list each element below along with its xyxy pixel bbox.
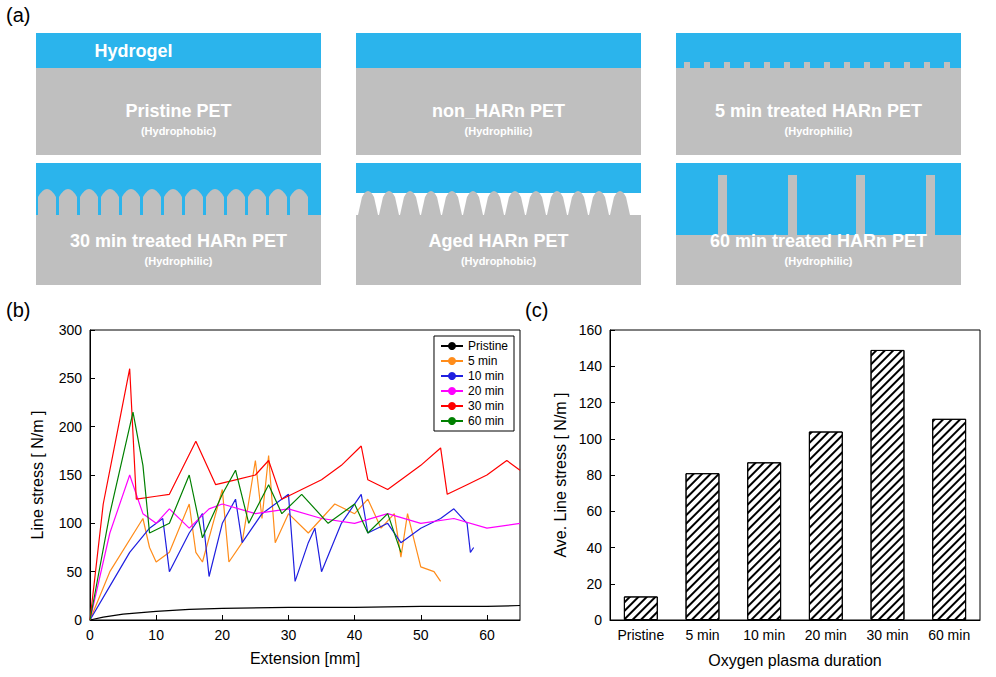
svg-text:50: 50 — [66, 564, 82, 580]
svg-text:20: 20 — [215, 627, 231, 643]
svg-text:60 min treated HARn PET: 60 min treated HARn PET — [710, 231, 927, 251]
svg-text:(Hydrophobic): (Hydrophobic) — [461, 255, 536, 267]
svg-text:(a): (a) — [6, 4, 30, 26]
svg-text:30 min: 30 min — [866, 627, 908, 643]
svg-text:30 min treated HARn PET: 30 min treated HARn PET — [70, 231, 287, 251]
svg-text:60 min: 60 min — [468, 414, 504, 428]
svg-text:0: 0 — [86, 627, 94, 643]
svg-text:10 min: 10 min — [743, 627, 785, 643]
svg-text:200: 200 — [59, 419, 83, 435]
svg-text:80: 80 — [586, 467, 602, 483]
svg-text:(Hydrophilic): (Hydrophilic) — [785, 255, 853, 267]
svg-text:10: 10 — [148, 627, 164, 643]
svg-text:60: 60 — [479, 627, 495, 643]
svg-text:(b): (b) — [6, 299, 30, 321]
svg-text:120: 120 — [579, 395, 603, 411]
svg-text:60 min: 60 min — [928, 627, 970, 643]
svg-text:Ave. Line stress [ N/m ]: Ave. Line stress [ N/m ] — [552, 392, 569, 557]
svg-text:Pristine: Pristine — [468, 339, 508, 353]
svg-text:Extension [mm]: Extension [mm] — [250, 650, 360, 667]
svg-text:non_HARn PET: non_HARn PET — [432, 101, 565, 121]
svg-text:10 min: 10 min — [468, 369, 504, 383]
svg-text:(Hydrophobic): (Hydrophobic) — [141, 125, 216, 137]
svg-text:5 min: 5 min — [685, 627, 719, 643]
svg-text:Hydrogel: Hydrogel — [94, 41, 172, 61]
svg-text:30 min: 30 min — [468, 399, 504, 413]
svg-text:Pristine: Pristine — [617, 627, 664, 643]
svg-text:250: 250 — [59, 370, 83, 386]
svg-text:20: 20 — [586, 576, 602, 592]
svg-text:0: 0 — [74, 612, 82, 628]
svg-text:(Hydrophilic): (Hydrophilic) — [145, 255, 213, 267]
svg-text:100: 100 — [579, 431, 603, 447]
svg-text:(c): (c) — [525, 299, 548, 321]
svg-text:Oxygen plasma duration: Oxygen plasma duration — [708, 652, 881, 669]
svg-text:20 min: 20 min — [805, 627, 847, 643]
svg-text:Pristine PET: Pristine PET — [125, 101, 231, 121]
svg-text:300: 300 — [59, 322, 83, 338]
svg-text:100: 100 — [59, 515, 83, 531]
svg-text:20 min: 20 min — [468, 384, 504, 398]
svg-text:50: 50 — [413, 627, 429, 643]
svg-text:30: 30 — [281, 627, 297, 643]
svg-text:(Hydrophilic): (Hydrophilic) — [465, 125, 533, 137]
svg-text:(Hydrophilic): (Hydrophilic) — [785, 125, 853, 137]
svg-text:160: 160 — [579, 322, 603, 338]
svg-text:5 min treated HARn PET: 5 min treated HARn PET — [715, 101, 922, 121]
svg-text:40: 40 — [347, 627, 363, 643]
svg-text:150: 150 — [59, 467, 83, 483]
svg-text:60: 60 — [586, 503, 602, 519]
svg-text:140: 140 — [579, 358, 603, 374]
svg-text:Aged HARn PET: Aged HARn PET — [428, 231, 568, 251]
svg-text:Line stress [ N/m ]: Line stress [ N/m ] — [29, 411, 46, 540]
svg-text:5 min: 5 min — [468, 354, 497, 368]
svg-text:0: 0 — [594, 612, 602, 628]
svg-text:40: 40 — [586, 540, 602, 556]
